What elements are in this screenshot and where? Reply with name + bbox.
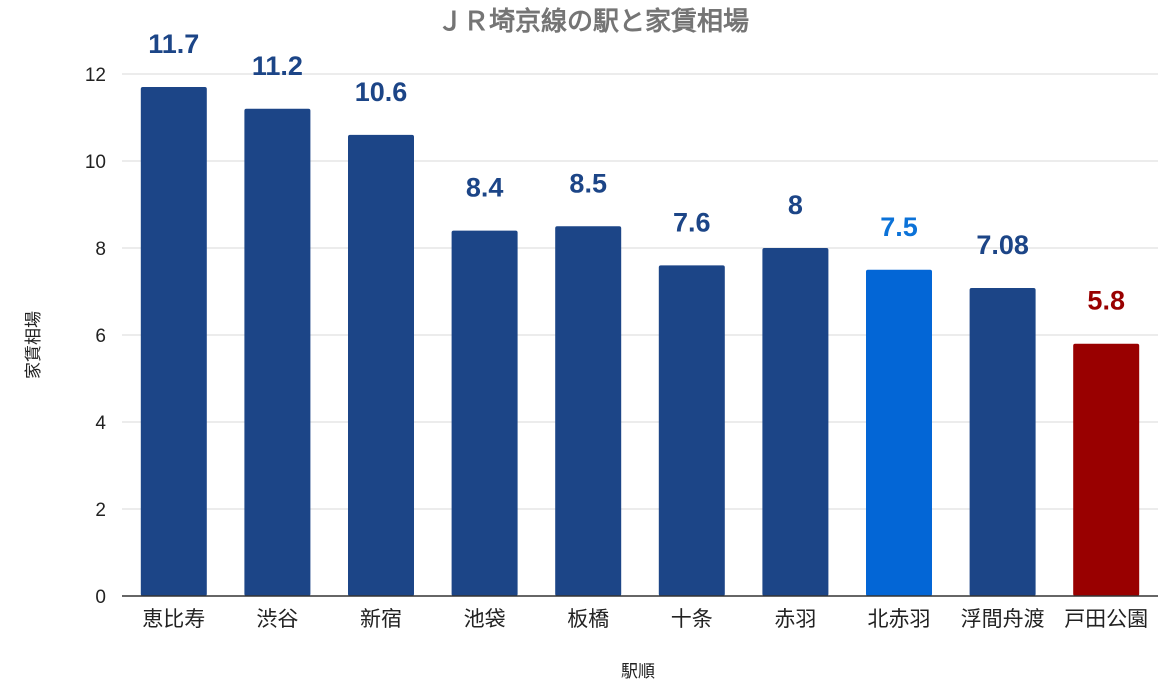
x-axis-label: 駅順 [621,662,655,682]
y-tick-label: 6 [95,326,106,347]
y-axis-ticks: 0 2 4 6 8 10 12 [85,65,107,608]
bar [1073,343,1140,596]
bar-value-label: 8 [788,190,803,220]
category-label: 恵比寿 [142,607,205,631]
category-label: 戸田公園 [1064,607,1148,631]
bar-value-label: 7.08 [976,230,1029,260]
bar [451,230,518,596]
y-tick-label: 8 [95,239,106,260]
bar [969,288,1036,596]
bar [762,248,829,596]
bar-value-label: 7.5 [880,212,918,242]
y-tick-label: 4 [95,413,106,434]
bar [244,108,311,597]
bar [658,265,725,596]
bar-value-label: 11.2 [252,51,303,81]
bar-value-label: 7.6 [673,207,711,237]
category-label: 赤羽 [774,607,816,631]
chart-title: ＪＲ埼京線の駅と家賃相場 [437,6,749,37]
bar [140,87,207,597]
category-label: 池袋 [464,607,506,631]
y-axis-label: 家賃相場 [24,311,44,379]
x-axis-categories: 恵比寿 渋谷 新宿 池袋 板橋 十条 赤羽 北赤羽 浮間舟渡 戸田公園 [142,607,1148,631]
y-tick-label: 10 [85,152,106,173]
category-label: 北赤羽 [868,607,931,631]
category-label: 浮間舟渡 [961,607,1045,631]
value-labels: 11.7 11.2 10.6 8.4 8.5 7.6 8 7.5 7.08 5.8 [148,29,1125,316]
category-label: 新宿 [360,607,402,631]
category-label: 板橋 [567,607,609,631]
bar-value-label: 5.8 [1087,286,1125,316]
bar [555,226,622,596]
bar [348,134,414,596]
bar [866,269,932,596]
category-label: 渋谷 [256,607,298,631]
bar-value-label: 8.5 [569,168,607,198]
bars [140,87,1140,597]
y-tick-label: 0 [95,587,106,608]
bar-value-label: 8.4 [466,173,504,203]
y-tick-label: 2 [95,500,106,521]
category-label: 十条 [671,607,713,631]
bar-value-label: 10.6 [355,77,408,107]
bar-value-label: 11.7 [148,29,199,59]
y-tick-label: 12 [85,65,106,86]
